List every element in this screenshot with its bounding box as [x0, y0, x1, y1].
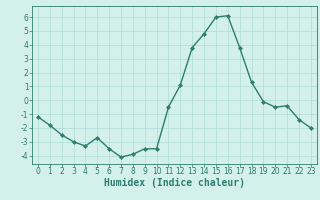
X-axis label: Humidex (Indice chaleur): Humidex (Indice chaleur) [104, 178, 245, 188]
